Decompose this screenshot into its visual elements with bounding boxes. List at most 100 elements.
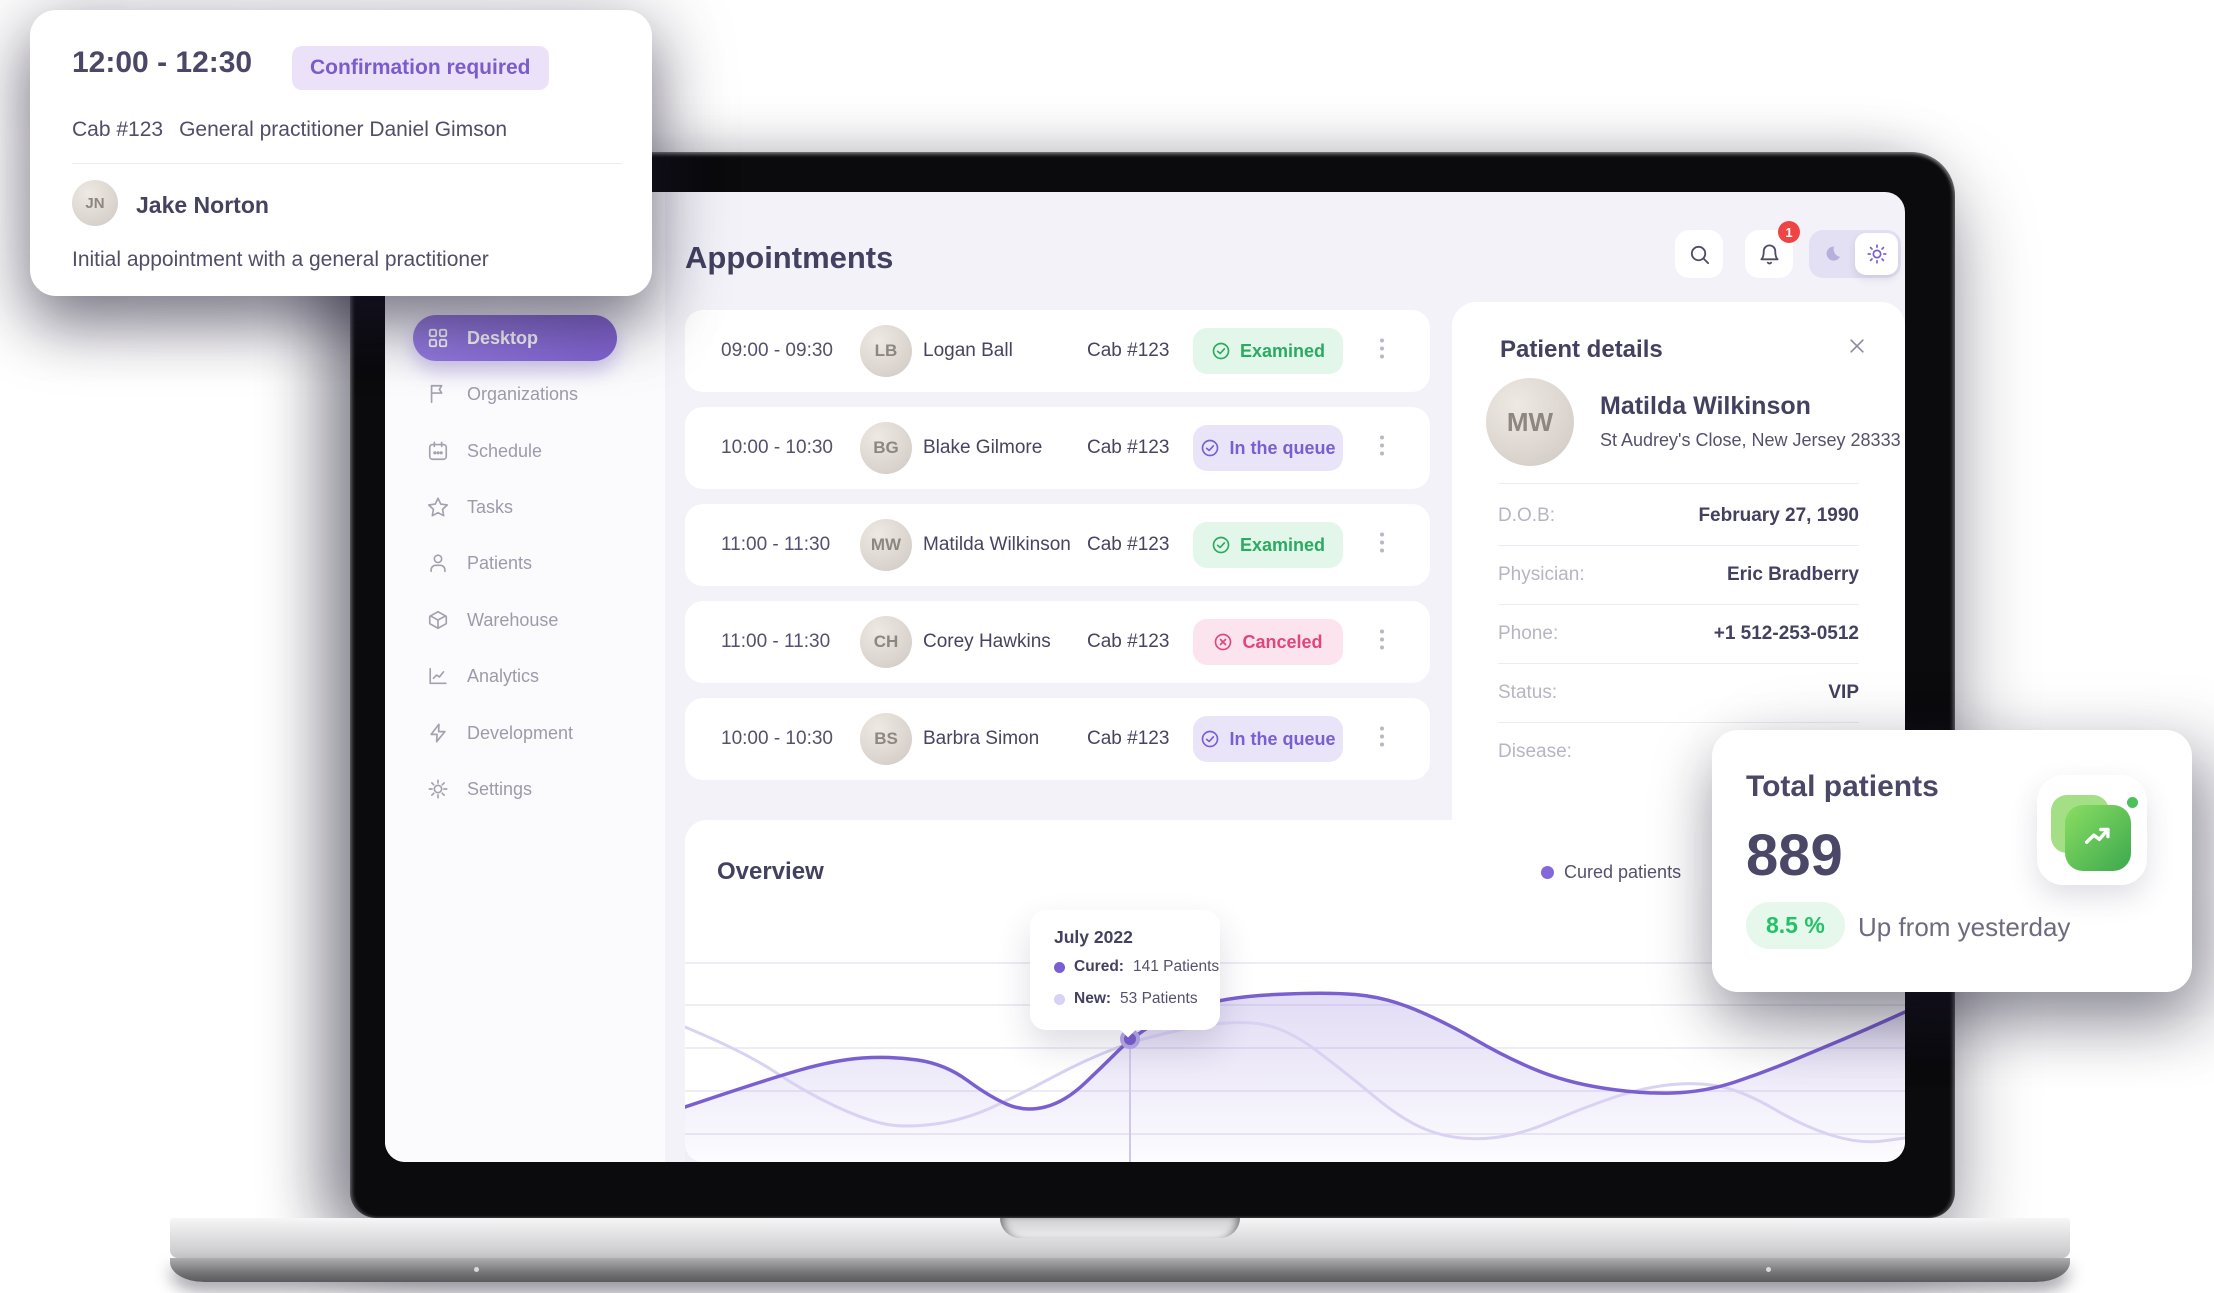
- divider: [1498, 663, 1859, 664]
- patient-name: Logan Ball: [923, 340, 1013, 361]
- tooltip-label: New:: [1074, 990, 1112, 1007]
- appointment-row[interactable]: 10:00 - 10:30 BG Blake Gilmore Cab #123 …: [685, 407, 1430, 489]
- sidebar-item-label: Organizations: [467, 383, 579, 404]
- field-label: Phone:: [1498, 622, 1559, 644]
- more-options-button[interactable]: [1373, 719, 1391, 760]
- sidebar-item-label: Desktop: [467, 327, 539, 348]
- field-value: Eric Bradberry: [1726, 563, 1859, 585]
- stats-delta-note: Up from yesterday: [1858, 912, 2071, 942]
- field-label: Status:: [1498, 681, 1558, 703]
- avatar: BS: [860, 713, 912, 765]
- appointment-row[interactable]: 09:00 - 09:30 LB Logan Ball Cab #123 Exa…: [685, 310, 1430, 392]
- kebab-icon: [1380, 338, 1384, 359]
- notifications-button[interactable]: 1: [1745, 221, 1800, 278]
- kebab-icon: [1380, 629, 1384, 650]
- more-options-button[interactable]: [1373, 622, 1391, 663]
- appointment-row[interactable]: 10:00 - 10:30 BS Barbra Simon Cab #123 I…: [685, 698, 1430, 780]
- sidebar-item-organizations[interactable]: Organizations: [413, 371, 617, 417]
- sidebar-item-settings[interactable]: Settings: [413, 766, 617, 812]
- field-value: February 27, 1990: [1698, 504, 1859, 526]
- sidebar-item-label: Warehouse: [467, 609, 559, 630]
- light-mode-button[interactable]: [1855, 233, 1898, 275]
- divider: [1498, 604, 1859, 605]
- check-circle-icon: [1202, 439, 1219, 457]
- status-badge: Canceled: [1193, 619, 1343, 665]
- cab-number: Cab #123: [1087, 631, 1170, 652]
- person-icon: [430, 554, 446, 573]
- sidebar-item-tasks[interactable]: Tasks: [413, 484, 617, 530]
- lightning-icon: [430, 723, 446, 743]
- cube-icon: [428, 610, 448, 630]
- search-button[interactable]: [1675, 230, 1723, 278]
- sidebar-item-schedule[interactable]: Schedule: [413, 428, 617, 474]
- total-patients-card: Total patients 889 8.5 % Up from yesterd…: [1712, 730, 2192, 992]
- patient-name: Barbra Simon: [923, 728, 1040, 749]
- close-button[interactable]: [1847, 336, 1867, 361]
- kebab-icon: [1380, 435, 1384, 456]
- status-label: Examined: [1239, 534, 1326, 555]
- trending-up-icon: [2065, 805, 2131, 871]
- sidebar-item-label: Schedule: [467, 440, 543, 461]
- avatar: BG: [860, 422, 912, 474]
- kebab-icon: [1380, 532, 1384, 553]
- avatar: CH: [860, 616, 912, 668]
- check-circle-icon: [1202, 730, 1219, 748]
- kebab-icon: [1380, 726, 1384, 747]
- divider: [1498, 722, 1859, 723]
- stats-icon-tile: [2037, 775, 2147, 885]
- x-circle-icon: [1215, 633, 1232, 651]
- sidebar-item-development[interactable]: Development: [413, 710, 617, 756]
- line-chart-icon: [429, 667, 447, 685]
- status-badge: Examined: [1193, 328, 1343, 374]
- sidebar-item-analytics[interactable]: Analytics: [413, 653, 617, 699]
- search-icon: [1690, 245, 1709, 264]
- patient-name: Corey Hawkins: [923, 631, 1051, 652]
- bell-icon: [1759, 243, 1779, 264]
- status-dot: [2127, 797, 2138, 808]
- detail-row: Physician: Eric Bradberry: [1498, 545, 1859, 604]
- sidebar-item-label: Tasks: [467, 496, 514, 517]
- field-label: Disease:: [1498, 740, 1572, 762]
- divider: [72, 163, 622, 164]
- confirmation-badge: Confirmation required: [292, 46, 549, 90]
- patient-name: Jake Norton: [136, 192, 269, 218]
- field-label: D.O.B:: [1498, 504, 1556, 526]
- appointment-time: 09:00 - 09:30: [721, 340, 833, 361]
- more-options-button[interactable]: [1373, 428, 1391, 469]
- dark-mode-button[interactable]: [1809, 244, 1855, 264]
- tooltip-row: Cured: 141 Patients: [1054, 958, 1219, 976]
- more-options-button[interactable]: [1373, 525, 1391, 566]
- status-badge: In the queue: [1193, 425, 1343, 471]
- appointment-time: 11:00 - 11:30: [721, 534, 831, 555]
- screw-dot: [1766, 1267, 1771, 1272]
- stats-value: 889: [1746, 823, 1843, 888]
- chart-tooltip: July 2022 Cured: 141 Patients New: 53 Pa…: [1030, 910, 1220, 1030]
- close-icon: [1850, 339, 1864, 353]
- patient-name: Blake Gilmore: [923, 437, 1043, 458]
- sidebar-item-desktop[interactable]: Desktop: [413, 315, 617, 361]
- status-label: Canceled: [1242, 631, 1323, 652]
- appointment-row[interactable]: 11:00 - 11:30 CH Corey Hawkins Cab #123 …: [685, 601, 1430, 683]
- practitioner-name: General practitioner Daniel Gimson: [179, 118, 508, 141]
- sun-icon: [1866, 244, 1887, 264]
- moon-icon: [1826, 246, 1840, 261]
- tooltip-row: New: 53 Patients: [1054, 990, 1198, 1008]
- flag-icon: [430, 384, 443, 404]
- theme-toggle: [1809, 230, 1901, 278]
- check-circle-icon: [1212, 342, 1230, 360]
- sidebar-item-label: Settings: [467, 778, 533, 799]
- new-dot: [1054, 993, 1065, 1005]
- sidebar: Desktop Organizations Schedule Tasks Pat…: [385, 192, 665, 1162]
- cab-number: Cab #123: [1087, 340, 1170, 361]
- status-label: Examined: [1239, 340, 1326, 361]
- appointment-row[interactable]: 11:00 - 11:30 MW Matilda Wilkinson Cab #…: [685, 504, 1430, 586]
- sidebar-item-label: Analytics: [467, 665, 540, 686]
- sidebar-item-patients[interactable]: Patients: [413, 540, 617, 586]
- more-options-button[interactable]: [1373, 331, 1391, 372]
- grid-icon: [428, 328, 448, 348]
- tooltip-value: 141 Patients: [1132, 958, 1220, 975]
- appointment-time: 11:00 - 11:30: [721, 631, 831, 652]
- sidebar-item-warehouse[interactable]: Warehouse: [413, 597, 617, 643]
- detail-row: Phone: +1 512-253-0512: [1498, 604, 1859, 663]
- appointment-meta: Cab #123 General practitioner Daniel Gim…: [72, 118, 507, 142]
